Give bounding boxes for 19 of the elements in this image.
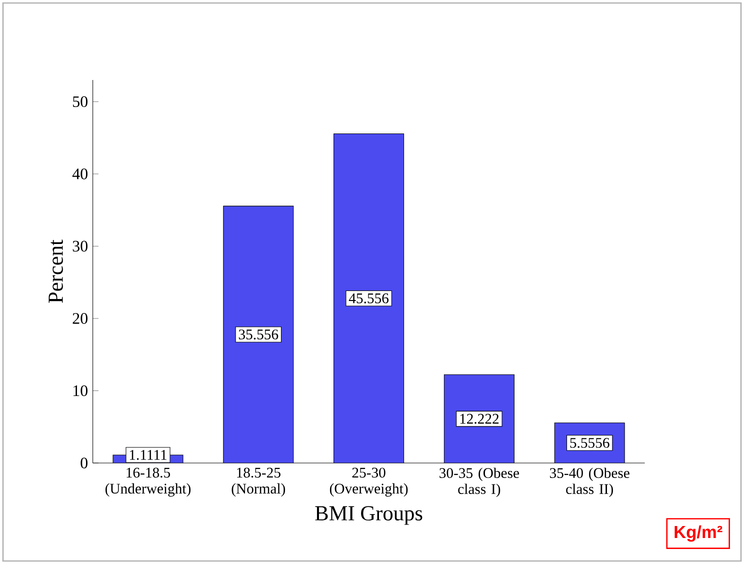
data-label: 45.556 [348,293,389,304]
data-label: 35.556 [238,330,278,340]
data-label: 1.1111 [130,450,166,460]
y-tick-label: 20 [72,313,88,324]
y-axis-title: Percent [48,240,63,303]
x-tick-label: 35-40 (Obese class II) [550,468,630,497]
x-axis-title: BMI Groups [315,506,422,525]
data-label: 5.5556 [570,438,610,448]
data-label: 12.222 [460,414,499,424]
x-tick-label: 30-35 (Obese class I) [440,468,519,497]
y-tick-label: 50 [73,96,88,108]
text: Kg/m² [674,525,722,542]
x-tick-label: 16-18.5 (Underweight) [105,468,191,497]
y-tick-label: 10 [73,385,88,396]
y-tick-label: 30 [72,240,88,252]
x-tick-label: 25-30 (Overweight) [330,468,408,497]
x-tick-label: 18.5-25 (Normal) [232,468,286,497]
y-tick-label: 0 [80,458,88,468]
y-tick-label: 40 [72,168,88,180]
